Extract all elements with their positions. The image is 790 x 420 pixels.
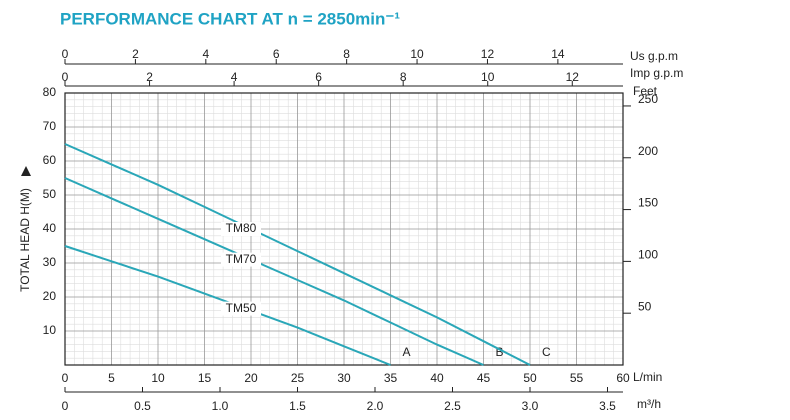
label-bg bbox=[221, 252, 261, 267]
end-label: B bbox=[496, 345, 504, 359]
y-axis-arrow bbox=[21, 166, 31, 176]
x-tick-label: 0 bbox=[62, 371, 69, 385]
y-tick-label: 20 bbox=[43, 289, 57, 303]
top-tick-label: 6 bbox=[315, 70, 322, 84]
y-tick-label: 40 bbox=[43, 221, 57, 235]
top-tick-label: 12 bbox=[481, 47, 495, 61]
top-tick-label: 10 bbox=[481, 70, 495, 84]
x-tick-label: 60 bbox=[616, 371, 630, 385]
label-bg bbox=[221, 301, 261, 316]
top-axis-label: Us g.p.m bbox=[630, 49, 678, 63]
x-tick-label: 50 bbox=[523, 371, 537, 385]
y-axis-label: TOTAL HEAD H(M) bbox=[18, 188, 32, 292]
x2-tick-label: 3.5 bbox=[599, 399, 616, 413]
y2-tick-label: 100 bbox=[638, 248, 658, 262]
plot-frame bbox=[64, 92, 624, 366]
top-tick-label: 0 bbox=[62, 47, 69, 61]
top-tick-label: 10 bbox=[410, 47, 424, 61]
curve bbox=[64, 143, 531, 366]
y2-tick-label: 200 bbox=[638, 144, 658, 158]
x2-tick-label: 2.5 bbox=[444, 399, 461, 413]
y-tick-label: 70 bbox=[43, 119, 57, 133]
y-tick-label: 10 bbox=[43, 323, 57, 337]
series-label: TM70 bbox=[226, 252, 257, 266]
y-tick-label: 50 bbox=[43, 187, 57, 201]
top-tick-label: 4 bbox=[202, 47, 209, 61]
x2-tick-label: 0 bbox=[62, 399, 69, 413]
top-tick-label: 8 bbox=[343, 47, 350, 61]
series-label: TM50 bbox=[226, 301, 257, 315]
end-label: C bbox=[542, 345, 551, 359]
x-tick-label: 10 bbox=[151, 371, 165, 385]
y-tick-label: 60 bbox=[43, 153, 57, 167]
x-tick-label: 20 bbox=[244, 371, 258, 385]
x-tick-label: 55 bbox=[570, 371, 584, 385]
x2-tick-label: 3.0 bbox=[522, 399, 539, 413]
series-label: TM80 bbox=[226, 221, 257, 235]
top-tick-label: 6 bbox=[273, 47, 280, 61]
x2-axis-label: m³/h bbox=[637, 397, 661, 411]
top-tick-label: 14 bbox=[551, 47, 565, 61]
top-tick-label: 2 bbox=[132, 47, 139, 61]
x-tick-label: 35 bbox=[384, 371, 398, 385]
x-axis-label: L/min bbox=[633, 370, 662, 384]
label-bg bbox=[221, 222, 261, 236]
y2-tick-label: 50 bbox=[638, 299, 652, 313]
y2-tick-label: 250 bbox=[638, 92, 658, 106]
top-tick-label: 12 bbox=[566, 70, 580, 84]
top-tick-label: 2 bbox=[146, 70, 153, 84]
x-tick-label: 25 bbox=[291, 371, 305, 385]
x-tick-label: 45 bbox=[477, 371, 491, 385]
x-tick-label: 15 bbox=[198, 371, 212, 385]
x2-tick-label: 1.0 bbox=[212, 399, 229, 413]
x-tick-label: 40 bbox=[430, 371, 444, 385]
top-tick-label: 8 bbox=[400, 70, 407, 84]
x2-tick-label: 2.0 bbox=[367, 399, 384, 413]
end-label: A bbox=[403, 345, 411, 359]
x2-tick-label: 1.5 bbox=[289, 399, 306, 413]
curve bbox=[64, 177, 484, 366]
top-tick-label: 4 bbox=[231, 70, 238, 84]
y-tick-label: 80 bbox=[43, 85, 57, 99]
x-tick-label: 5 bbox=[108, 371, 115, 385]
top-axis-label: Imp g.p.m bbox=[630, 66, 683, 80]
x2-tick-label: 0.5 bbox=[134, 399, 151, 413]
top-tick-label: 0 bbox=[62, 70, 69, 84]
y-tick-label: 30 bbox=[43, 255, 57, 269]
chart-title: PERFORMANCE CHART AT n = 2850min⁻¹ bbox=[60, 9, 400, 28]
y2-tick-label: 150 bbox=[638, 196, 658, 210]
y2-axis-label: Feet bbox=[633, 84, 658, 98]
x-tick-label: 30 bbox=[337, 371, 351, 385]
